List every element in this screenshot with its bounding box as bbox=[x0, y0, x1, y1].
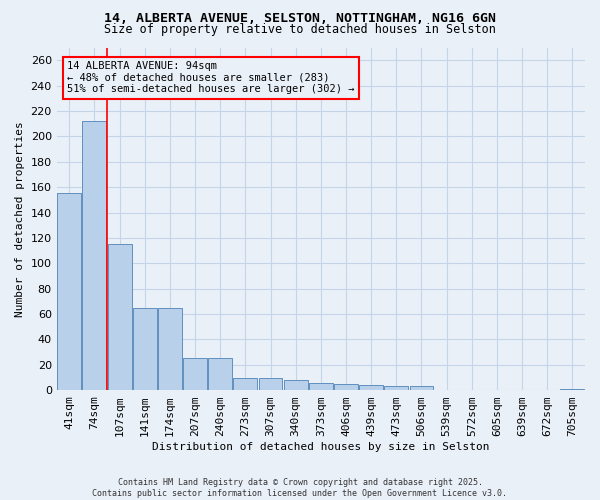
Text: Size of property relative to detached houses in Selston: Size of property relative to detached ho… bbox=[104, 22, 496, 36]
Text: 14 ALBERTA AVENUE: 94sqm
← 48% of detached houses are smaller (283)
51% of semi-: 14 ALBERTA AVENUE: 94sqm ← 48% of detach… bbox=[67, 61, 355, 94]
Bar bbox=[82, 121, 106, 390]
Bar bbox=[284, 380, 308, 390]
Bar bbox=[158, 308, 182, 390]
Bar bbox=[385, 386, 408, 390]
X-axis label: Distribution of detached houses by size in Selston: Distribution of detached houses by size … bbox=[152, 442, 490, 452]
Bar bbox=[57, 194, 81, 390]
Bar bbox=[183, 358, 207, 390]
Bar bbox=[359, 385, 383, 390]
Bar bbox=[133, 308, 157, 390]
Bar bbox=[107, 244, 131, 390]
Text: Contains HM Land Registry data © Crown copyright and database right 2025.
Contai: Contains HM Land Registry data © Crown c… bbox=[92, 478, 508, 498]
Bar bbox=[334, 384, 358, 390]
Bar bbox=[208, 358, 232, 390]
Bar bbox=[259, 378, 283, 390]
Bar bbox=[410, 386, 433, 390]
Bar bbox=[233, 378, 257, 390]
Bar bbox=[309, 382, 333, 390]
Bar bbox=[560, 389, 584, 390]
Text: 14, ALBERTA AVENUE, SELSTON, NOTTINGHAM, NG16 6GN: 14, ALBERTA AVENUE, SELSTON, NOTTINGHAM,… bbox=[104, 12, 496, 26]
Y-axis label: Number of detached properties: Number of detached properties bbox=[15, 121, 25, 316]
